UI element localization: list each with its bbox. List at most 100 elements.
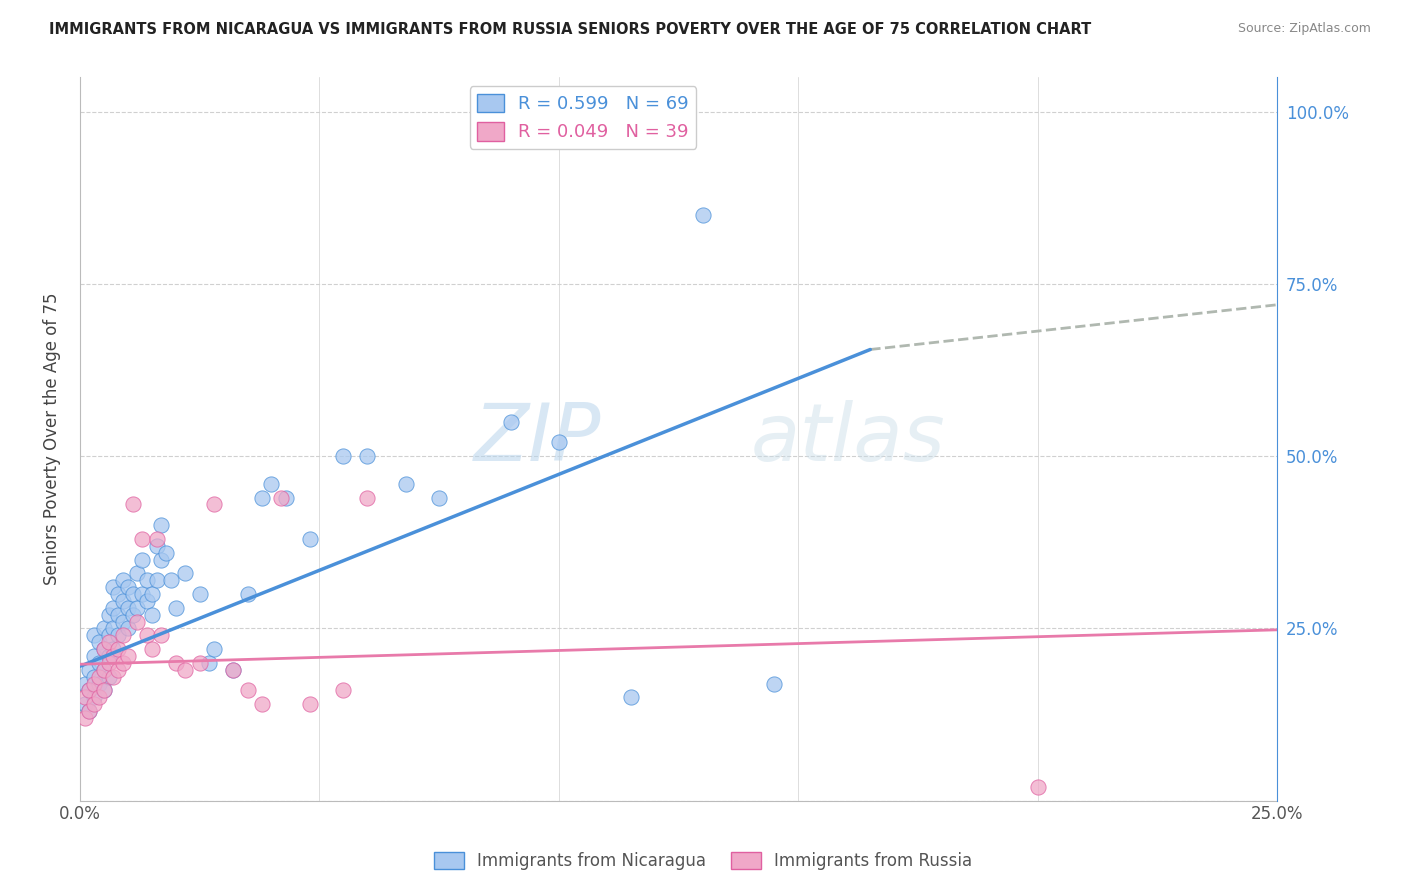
Point: [131, 552, 153, 566]
Point: [165, 656, 187, 670]
Point: [73, 711, 96, 725]
Point: [298, 697, 321, 711]
Point: [79, 704, 101, 718]
Point: [111, 615, 134, 629]
Point: [107, 607, 129, 622]
Point: [155, 546, 177, 560]
Point: [145, 532, 167, 546]
Point: [103, 670, 125, 684]
Legend: R = 0.599   N = 69, R = 0.049   N = 39: R = 0.599 N = 69, R = 0.049 N = 39: [470, 87, 696, 149]
Point: [150, 552, 173, 566]
Point: [93, 622, 115, 636]
Point: [103, 642, 125, 657]
Point: [121, 587, 143, 601]
Point: [188, 587, 211, 601]
Point: [97, 607, 120, 622]
Point: [136, 594, 159, 608]
Point: [83, 628, 105, 642]
Point: [222, 663, 245, 677]
Y-axis label: Seniors Poverty Over the Age of 75: Seniors Poverty Over the Age of 75: [44, 293, 60, 585]
Point: [93, 642, 115, 657]
Point: [117, 580, 139, 594]
Point: [111, 656, 134, 670]
Point: [198, 656, 221, 670]
Point: [79, 704, 101, 718]
Point: [103, 600, 125, 615]
Point: [141, 642, 163, 657]
Text: Source: ZipAtlas.com: Source: ZipAtlas.com: [1237, 22, 1371, 36]
Text: atlas: atlas: [751, 400, 945, 478]
Point: [127, 600, 149, 615]
Point: [222, 663, 245, 677]
Point: [136, 573, 159, 587]
Point: [97, 628, 120, 642]
Point: [111, 628, 134, 642]
Point: [763, 676, 786, 690]
Point: [83, 697, 105, 711]
Text: ZIP: ZIP: [474, 400, 600, 478]
Point: [83, 690, 105, 705]
Point: [150, 628, 173, 642]
Point: [73, 690, 96, 705]
Point: [394, 476, 416, 491]
Point: [127, 566, 149, 581]
Point: [73, 676, 96, 690]
Point: [274, 491, 297, 505]
Point: [298, 532, 321, 546]
Point: [332, 683, 354, 698]
Point: [117, 622, 139, 636]
Point: [97, 635, 120, 649]
Point: [87, 670, 110, 684]
Point: [97, 670, 120, 684]
Point: [107, 642, 129, 657]
Point: [107, 628, 129, 642]
Point: [356, 449, 378, 463]
Point: [236, 683, 259, 698]
Point: [97, 656, 120, 670]
Point: [87, 656, 110, 670]
Point: [93, 683, 115, 698]
Point: [83, 648, 105, 663]
Point: [79, 663, 101, 677]
Point: [620, 690, 643, 705]
Point: [93, 663, 115, 677]
Point: [165, 600, 187, 615]
Point: [150, 518, 173, 533]
Point: [83, 676, 105, 690]
Point: [97, 648, 120, 663]
Point: [121, 607, 143, 622]
Point: [131, 532, 153, 546]
Point: [250, 697, 273, 711]
Point: [127, 615, 149, 629]
Point: [103, 622, 125, 636]
Point: [107, 587, 129, 601]
Point: [499, 415, 522, 429]
Text: IMMIGRANTS FROM NICARAGUA VS IMMIGRANTS FROM RUSSIA SENIORS POVERTY OVER THE AGE: IMMIGRANTS FROM NICARAGUA VS IMMIGRANTS …: [49, 22, 1091, 37]
Point: [270, 491, 292, 505]
Point: [79, 683, 101, 698]
Point: [188, 656, 211, 670]
Point: [356, 491, 378, 505]
Point: [83, 670, 105, 684]
Point: [121, 498, 143, 512]
Point: [260, 476, 283, 491]
Legend: Immigrants from Nicaragua, Immigrants from Russia: Immigrants from Nicaragua, Immigrants fr…: [427, 845, 979, 877]
Point: [160, 573, 183, 587]
Point: [73, 697, 96, 711]
Point: [202, 498, 225, 512]
Point: [87, 690, 110, 705]
Point: [250, 491, 273, 505]
Point: [548, 435, 571, 450]
Point: [145, 539, 167, 553]
Point: [236, 587, 259, 601]
Point: [145, 573, 167, 587]
Point: [174, 566, 197, 581]
Point: [117, 648, 139, 663]
Point: [174, 663, 197, 677]
Point: [202, 642, 225, 657]
Point: [87, 635, 110, 649]
Point: [103, 580, 125, 594]
Point: [87, 676, 110, 690]
Point: [332, 449, 354, 463]
Point: [103, 648, 125, 663]
